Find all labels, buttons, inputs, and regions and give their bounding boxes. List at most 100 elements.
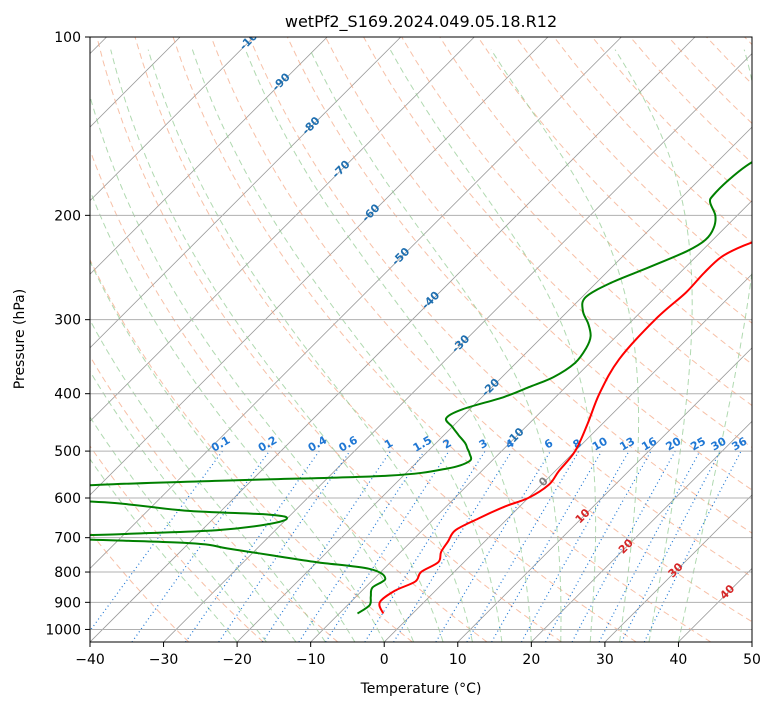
dry-adiabat-line bbox=[172, 37, 712, 642]
isotherm-label: 0 bbox=[536, 474, 551, 489]
dry-adiabat-line bbox=[90, 258, 413, 642]
y-tick-label: 100 bbox=[54, 30, 81, 46]
y-tick-label: 800 bbox=[54, 565, 81, 581]
mixing-ratio-label: 6 bbox=[542, 436, 555, 451]
isotherm-line bbox=[457, 347, 752, 642]
y-tick-label: 500 bbox=[54, 444, 81, 460]
y-axis-label: Pressure (hPa) bbox=[12, 289, 28, 389]
mixing-ratio-line bbox=[643, 450, 742, 642]
moist-adiabat-line bbox=[309, 49, 562, 642]
chart-title: wetPf2_S169.2024.049.05.18.R12 bbox=[285, 12, 557, 32]
x-tick-label: 0 bbox=[380, 652, 389, 668]
dewpoint-line bbox=[90, 160, 752, 615]
isotherm-label: -50 bbox=[389, 245, 412, 268]
isotherm-line bbox=[163, 53, 752, 642]
isotherm-line bbox=[90, 37, 254, 202]
y-tick-label: 200 bbox=[54, 208, 81, 224]
dry-adiabat-line bbox=[90, 148, 488, 642]
x-axis-label: Temperature (°C) bbox=[360, 681, 482, 697]
y-axis-ticks: 1000 900 800 700 600 500 400 300 200 100 bbox=[45, 30, 90, 638]
dry-adiabat-line bbox=[90, 355, 339, 642]
isotherm-line bbox=[531, 420, 752, 642]
isotherm-line bbox=[90, 37, 475, 422]
isotherm-label: -80 bbox=[299, 114, 322, 137]
dry-adiabat-line bbox=[90, 531, 190, 642]
x-tick-label: −30 bbox=[149, 652, 179, 668]
y-tick-label: 900 bbox=[54, 595, 81, 611]
moist-adiabat-line bbox=[147, 49, 473, 642]
isotherm-line bbox=[383, 273, 752, 642]
dry-adiabat-line bbox=[286, 37, 752, 534]
moist-adiabat-line bbox=[90, 94, 415, 642]
isotherm-line bbox=[751, 641, 752, 642]
plot-frame bbox=[89, 36, 753, 643]
isotherm-line bbox=[90, 37, 402, 349]
mixing-ratio-line bbox=[545, 450, 652, 642]
y-tick-label: 300 bbox=[54, 313, 81, 329]
moist-adiabat-line bbox=[389, 49, 597, 642]
dry-adiabat-line bbox=[90, 445, 264, 642]
mixing-ratio-line bbox=[571, 450, 676, 642]
moist-adiabat-line bbox=[191, 49, 503, 642]
dry-adiabat-line bbox=[515, 37, 752, 284]
dry-adiabat-line bbox=[96, 37, 562, 642]
dry-adiabat-line bbox=[134, 37, 637, 642]
dry-adiabat-line bbox=[325, 37, 752, 491]
isotherm-label: -30 bbox=[449, 332, 472, 355]
mixing-ratio-line bbox=[261, 450, 391, 642]
isotherm-label: 40 bbox=[717, 582, 737, 602]
y-tick-label: 700 bbox=[54, 531, 81, 547]
isotherm-line bbox=[90, 37, 622, 569]
x-tick-label: 40 bbox=[670, 652, 688, 668]
moist-adiabat-line bbox=[490, 49, 640, 642]
mixing-ratio-line bbox=[298, 450, 425, 642]
isotherm-label: -60 bbox=[359, 201, 382, 224]
y-tick-label: 1000 bbox=[45, 622, 81, 638]
x-tick-label: 20 bbox=[522, 652, 540, 668]
x-tick-label: 50 bbox=[743, 652, 761, 668]
isotherm-label: -40 bbox=[419, 288, 442, 311]
y-tick-label: 600 bbox=[54, 491, 81, 507]
moist-adiabat-line bbox=[244, 49, 532, 642]
x-tick-label: 30 bbox=[596, 652, 614, 668]
moist-adiabat-line bbox=[90, 260, 356, 642]
y-tick-label: 400 bbox=[54, 387, 81, 403]
isotherm-line bbox=[90, 37, 328, 275]
isotherm-line bbox=[90, 37, 549, 496]
isotherm-label: 10 bbox=[573, 506, 593, 526]
mixing-ratio-line bbox=[393, 450, 513, 642]
mixing-ratio-line bbox=[185, 450, 320, 642]
dry-adiabat-line bbox=[744, 37, 752, 46]
isotherm-label: -100 bbox=[237, 24, 266, 53]
dry-adiabat-line bbox=[210, 37, 752, 623]
isotherm-label: -20 bbox=[479, 376, 502, 399]
mixing-ratio-line bbox=[131, 450, 270, 642]
dry-adiabat-line bbox=[629, 37, 752, 164]
mixing-ratio-label: 2 bbox=[441, 437, 454, 452]
pressure-gridlines bbox=[90, 37, 752, 630]
isotherm-line bbox=[604, 494, 752, 642]
x-tick-label: −10 bbox=[296, 652, 326, 668]
x-tick-label: −40 bbox=[75, 652, 105, 668]
moist-adiabat-line bbox=[677, 49, 752, 642]
moist-adiabat-line bbox=[90, 458, 238, 642]
mixing-ratio-line bbox=[218, 450, 351, 642]
profile-lines bbox=[90, 160, 752, 615]
dry-adiabat-line bbox=[439, 37, 752, 365]
temperature-line bbox=[378, 241, 752, 614]
moist-adiabat-line bbox=[110, 49, 444, 642]
mixing-ratio-line bbox=[598, 450, 701, 642]
isotherm-line bbox=[236, 126, 752, 642]
mixing-ratio-line bbox=[325, 450, 450, 642]
moist-adiabat-line bbox=[90, 188, 385, 642]
isotherm-line bbox=[678, 567, 752, 642]
dry-adiabat-line bbox=[248, 37, 752, 578]
mixing-ratio-line bbox=[466, 450, 580, 642]
x-axis-ticks: −40 −30 −20 −10 0 10 20 30 40 50 bbox=[75, 642, 761, 668]
isotherm-label: -90 bbox=[270, 70, 293, 93]
moist-adiabat-line bbox=[614, 49, 693, 642]
x-tick-label: 10 bbox=[449, 652, 467, 668]
mixing-ratio-line bbox=[90, 450, 223, 632]
